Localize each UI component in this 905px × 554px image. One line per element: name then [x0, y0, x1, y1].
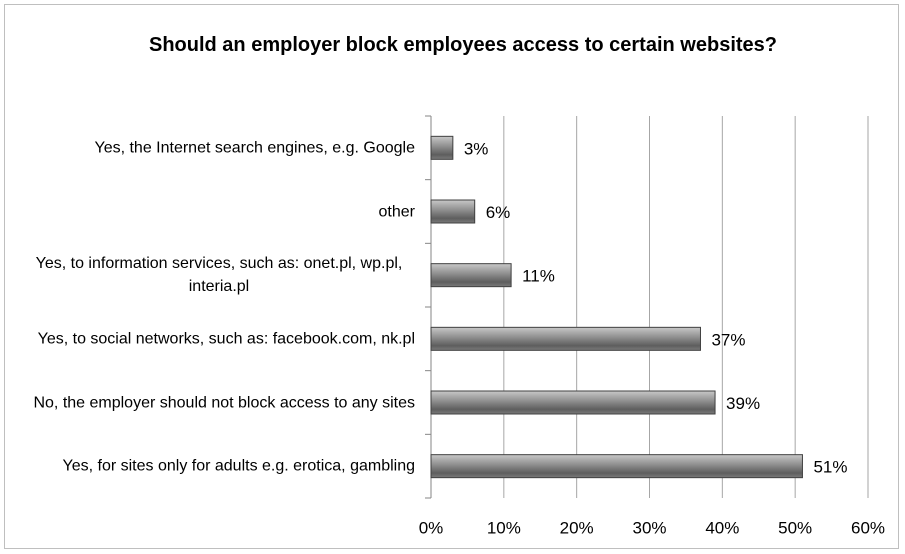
y-tick-label: Yes, to social networks, such as: facebo… [37, 330, 415, 348]
y-tick-label-box: Yes, to information services, such as: o… [15, 252, 415, 298]
y-tick-label: other [378, 203, 415, 220]
value-label: 11% [522, 267, 555, 286]
y-tick-label-box: Yes, to social networks, such as: facebo… [15, 327, 415, 350]
bar [430, 454, 803, 479]
bar [430, 135, 454, 160]
chart-frame [4, 4, 899, 549]
x-tick-label: 10% [487, 518, 521, 537]
x-tick-label: 50% [778, 518, 812, 537]
y-tick-label: Yes, to information services, such as: o… [35, 255, 403, 296]
value-label: 51% [813, 458, 847, 477]
x-tick-label: 60% [851, 518, 885, 537]
bar [430, 326, 701, 351]
value-label: 39% [726, 394, 760, 413]
value-label: 6% [486, 203, 511, 222]
bar [430, 263, 512, 288]
x-tick-label: 40% [705, 518, 739, 537]
y-tick-label-box: Yes, for sites only for adults e.g. erot… [15, 455, 415, 478]
y-tick-label: No, the employer should not block access… [33, 394, 415, 411]
value-label: 37% [711, 330, 745, 349]
chart-title: Should an employer block employees acces… [148, 34, 777, 56]
y-tick-label-box: No, the employer should not block access… [15, 391, 415, 414]
y-tick-label: Yes, for sites only for adults e.g. erot… [62, 457, 415, 475]
y-tick-label-box: other [15, 200, 415, 223]
bar [430, 390, 716, 415]
x-tick-label: 30% [632, 518, 666, 537]
y-tick-label: Yes, the Internet search engines, e.g. G… [94, 139, 415, 157]
value-label: 3% [464, 139, 489, 158]
bar [430, 199, 476, 224]
x-tick-label: 20% [560, 518, 594, 537]
y-tick-label-box: Yes, the Internet search engines, e.g. G… [15, 136, 415, 159]
x-tick-label: 0% [419, 518, 444, 537]
